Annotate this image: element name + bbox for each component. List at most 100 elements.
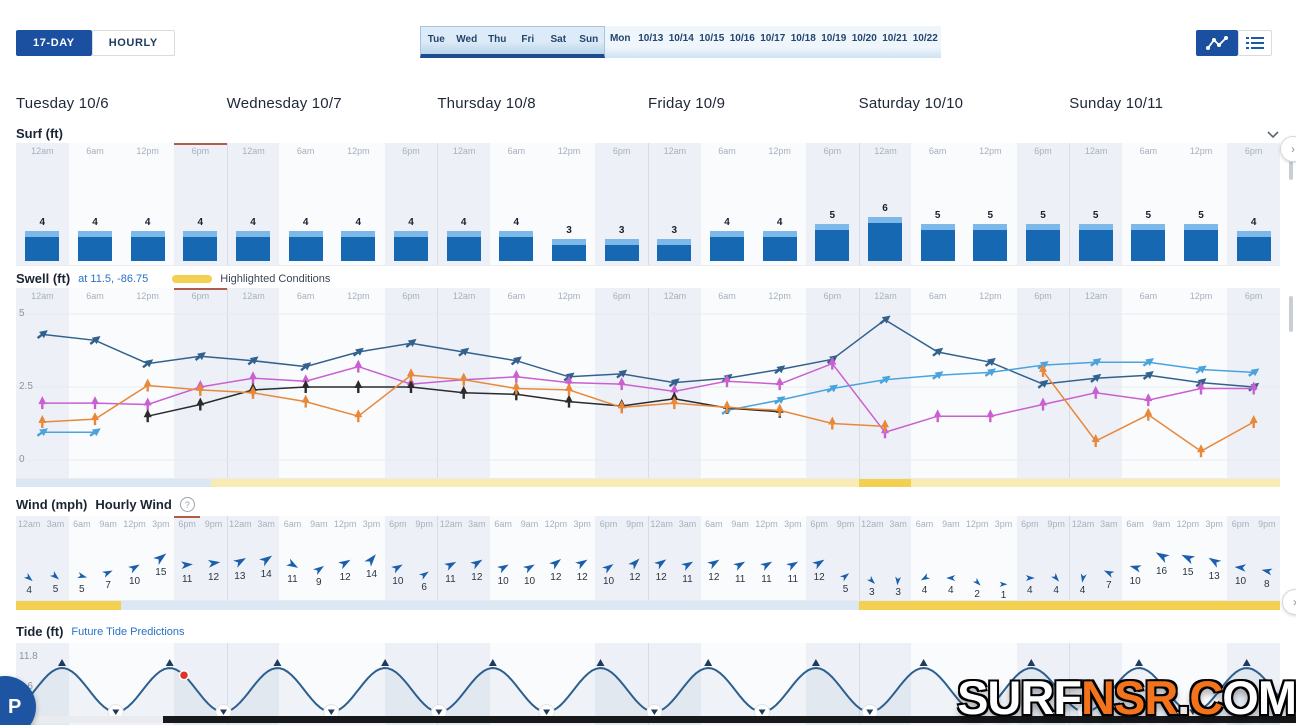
- tab-fri[interactable]: Fri: [521, 34, 535, 45]
- highlight-segment: [858, 601, 1280, 610]
- swell-arrow-marker: [723, 374, 731, 388]
- wind-value: 5: [79, 583, 85, 595]
- tab-sun[interactable]: Sun: [579, 34, 599, 45]
- surf-value: 4: [355, 217, 362, 229]
- high-tide-marker: [1027, 659, 1036, 666]
- tab-10-13[interactable]: 10/13: [638, 33, 664, 44]
- scroll-right-button[interactable]: ›: [1282, 589, 1296, 615]
- high-tide-marker: [488, 659, 497, 666]
- time-label: 12am: [861, 519, 884, 529]
- wind-arrow: [1261, 568, 1273, 576]
- tab-10-19[interactable]: 10/19: [821, 33, 847, 44]
- time-label: 9am: [731, 519, 749, 529]
- swell-arrow-marker: [91, 412, 99, 426]
- time-label: 6am: [928, 291, 947, 301]
- tab-10-14[interactable]: 10/14: [668, 33, 694, 44]
- time-label: 9pm: [626, 519, 644, 529]
- time-column: 6am: [69, 516, 95, 600]
- wind-arrow: [1103, 570, 1115, 578]
- wind-arrow: [181, 561, 194, 570]
- time-column: 12am: [648, 516, 675, 600]
- swell-arrow-marker: [565, 394, 573, 408]
- tab-10-15[interactable]: 10/15: [699, 33, 725, 44]
- tab-mon[interactable]: Mon: [609, 33, 631, 44]
- time-column: 12pm: [332, 288, 385, 478]
- wind-value: 3: [895, 587, 901, 599]
- surf-value: 6: [882, 202, 888, 214]
- swell-arrow-marker: [1249, 415, 1258, 428]
- surf-value: 3: [618, 224, 625, 236]
- tab-10-20[interactable]: 10/20: [851, 33, 877, 44]
- time-label: 9pm: [1258, 519, 1276, 529]
- swell-arrow-marker: [879, 315, 891, 325]
- swell-arrow-marker: [512, 381, 521, 395]
- wind-arrow: [866, 575, 876, 584]
- view-toggle: [1196, 30, 1272, 56]
- chart-view-button[interactable]: [1196, 30, 1238, 56]
- swell-arrow-marker: [36, 330, 48, 340]
- time-label: 6am: [1139, 291, 1158, 301]
- time-label: 12pm: [1189, 146, 1213, 156]
- seventeen-day-button[interactable]: 17-DAY: [16, 30, 92, 56]
- list-view-button[interactable]: [1238, 30, 1272, 56]
- day-header-row: Tuesday 10/6 Wednesday 10/7 Thursday 10/8 F…: [16, 95, 1280, 112]
- tab-10-22[interactable]: 10/22: [912, 33, 938, 44]
- day-header: Sunday 10/11: [1069, 95, 1164, 112]
- wind-info-icon[interactable]: ?: [179, 497, 195, 512]
- time-column: 6am: [911, 143, 964, 265]
- swell-arrow-marker: [354, 359, 363, 373]
- time-column: 6pm: [1016, 516, 1043, 600]
- surf-value: 4: [144, 217, 151, 229]
- tide-predictions-link[interactable]: Future Tide Predictions: [71, 625, 185, 638]
- surf-bar: [1184, 224, 1218, 261]
- time-label: 12pm: [557, 291, 581, 301]
- time-column: 3pm: [1201, 516, 1227, 600]
- surf-bar: [868, 216, 902, 261]
- time-label: 12am: [452, 291, 476, 301]
- swell-scrollbar[interactable]: [1289, 296, 1293, 332]
- wind-value: 13: [1208, 570, 1220, 582]
- surf-scrollbar[interactable]: [1289, 150, 1293, 180]
- wind-arrow: [548, 559, 561, 570]
- horizontal-scrollbar-thumb[interactable]: [163, 716, 1296, 723]
- surf-bar: [604, 238, 639, 261]
- chevron-down-icon[interactable]: [1266, 130, 1280, 139]
- tab-tue[interactable]: Tue: [427, 34, 445, 45]
- time-column: 12pm: [1175, 143, 1228, 265]
- swell-arrow-marker: [1037, 379, 1049, 389]
- tab-10-21[interactable]: 10/21: [882, 33, 908, 44]
- tab-wed[interactable]: Wed: [456, 34, 478, 45]
- time-column: 3pm: [780, 516, 806, 600]
- time-label: 9pm: [204, 519, 223, 529]
- swell-arrow-marker: [774, 365, 786, 375]
- scroll-right-button[interactable]: ›: [1280, 136, 1296, 162]
- wind-value: 12: [471, 572, 483, 584]
- tab-sat[interactable]: Sat: [550, 34, 567, 45]
- surf-bar: [657, 238, 692, 261]
- day-tab-strip: Tue Wed Thu Fri Sat Sun Mon 10/13 10/14 10/15 10/…: [420, 26, 941, 58]
- wind-arrow: [1025, 575, 1035, 582]
- time-column: 9am: [306, 516, 332, 600]
- time-column: 3am: [253, 516, 280, 600]
- time-label: 3am: [257, 519, 275, 529]
- tab-thu[interactable]: Thu: [488, 34, 507, 45]
- time-label: 12am: [650, 519, 673, 529]
- swell-arrow-marker: [91, 396, 99, 410]
- time-label: 9am: [942, 519, 960, 529]
- time-label: 12pm: [755, 519, 778, 529]
- tab-10-18[interactable]: 10/18: [790, 33, 816, 44]
- tab-10-17[interactable]: 10/17: [760, 33, 786, 44]
- time-column: 6pm: [174, 516, 201, 600]
- wind-value: 10: [497, 575, 509, 587]
- low-tide-marker: [974, 709, 981, 715]
- tab-10-16[interactable]: 10/16: [729, 33, 755, 44]
- hourly-button[interactable]: HOURLY: [91, 30, 175, 56]
- surf-bar: [710, 231, 744, 261]
- wind-value: 8: [1264, 578, 1270, 590]
- time-label: 9pm: [1047, 519, 1065, 529]
- swell-arrow-marker: [38, 396, 47, 410]
- time-label: 9pm: [415, 519, 433, 529]
- time-label: 12am: [31, 146, 54, 156]
- low-tide-marker: [543, 709, 551, 715]
- wind-arrow: [523, 564, 535, 573]
